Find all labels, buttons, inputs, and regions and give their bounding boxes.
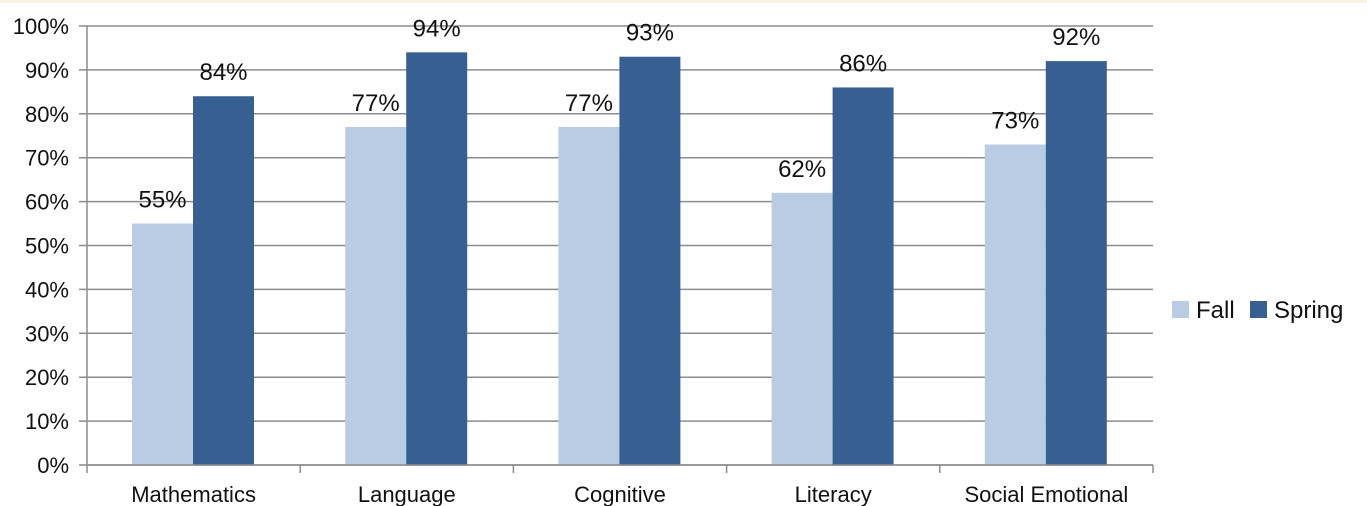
top-border-strip <box>0 0 1367 3</box>
bar-fall <box>132 223 193 465</box>
y-tick-label: 50% <box>25 234 69 259</box>
data-labels: 55% 84% 77% 94% 77% 93% 62% 86% 73% 92% <box>138 15 1100 213</box>
y-axis-tick-labels: 0% 10% 20% 30% 40% 50% 60% 70% 80% 90% 100% <box>13 14 69 478</box>
legend: Fall Spring <box>1172 297 1343 324</box>
data-label: 86% <box>839 50 887 77</box>
data-label: 93% <box>626 20 674 47</box>
x-category-label: Language <box>358 482 456 506</box>
data-label: 92% <box>1052 24 1100 51</box>
bar-fall <box>558 126 620 465</box>
bar-spring <box>619 56 681 465</box>
x-category-label: Cognitive <box>574 482 666 506</box>
x-category-label: Literacy <box>795 482 872 506</box>
y-tick-label: 60% <box>25 190 69 215</box>
category-labels: Mathematics Language Cognitive Literacy Soci… <box>131 482 1128 506</box>
bar-fall <box>345 126 407 465</box>
data-label: 73% <box>991 108 1039 135</box>
legend-label-fall: Fall <box>1196 297 1235 324</box>
bar-spring <box>193 96 254 466</box>
y-tick-label: 20% <box>25 365 69 390</box>
x-category-label: Social Emotional <box>964 482 1128 506</box>
bars <box>132 52 1107 466</box>
data-label: 77% <box>352 90 400 117</box>
y-tick-label: 0% <box>37 453 69 478</box>
bar-spring <box>406 52 468 466</box>
data-label: 84% <box>199 59 247 86</box>
legend-swatch-spring <box>1250 301 1267 318</box>
y-tick-label: 40% <box>25 277 69 302</box>
bar-fall <box>984 144 1046 465</box>
y-tick-label: 90% <box>25 58 69 83</box>
x-category-label: Mathematics <box>131 482 256 506</box>
data-label: 94% <box>413 15 461 42</box>
y-tick-label: 100% <box>13 14 69 39</box>
x-axis <box>86 464 1154 473</box>
bar-spring <box>1045 61 1107 466</box>
data-label: 55% <box>138 187 186 214</box>
legend-swatch-fall <box>1172 301 1189 318</box>
y-tick-label: 80% <box>25 102 69 127</box>
bar-fall <box>771 192 833 465</box>
y-tick-label: 30% <box>25 321 69 346</box>
bar-spring <box>832 87 894 466</box>
y-tick-label: 10% <box>25 409 69 434</box>
legend-label-spring: Spring <box>1274 297 1343 324</box>
data-label: 62% <box>778 156 826 183</box>
y-tick-label: 70% <box>25 146 69 171</box>
data-label: 77% <box>565 90 613 117</box>
